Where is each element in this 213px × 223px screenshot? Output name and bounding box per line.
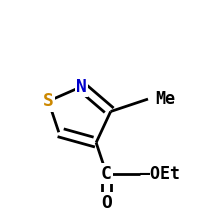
Text: C: C xyxy=(101,165,112,183)
Text: S: S xyxy=(43,92,54,110)
Text: Me: Me xyxy=(155,90,175,108)
Text: O: O xyxy=(101,194,112,212)
Text: —OEt: —OEt xyxy=(140,165,180,183)
Text: N: N xyxy=(76,78,87,96)
